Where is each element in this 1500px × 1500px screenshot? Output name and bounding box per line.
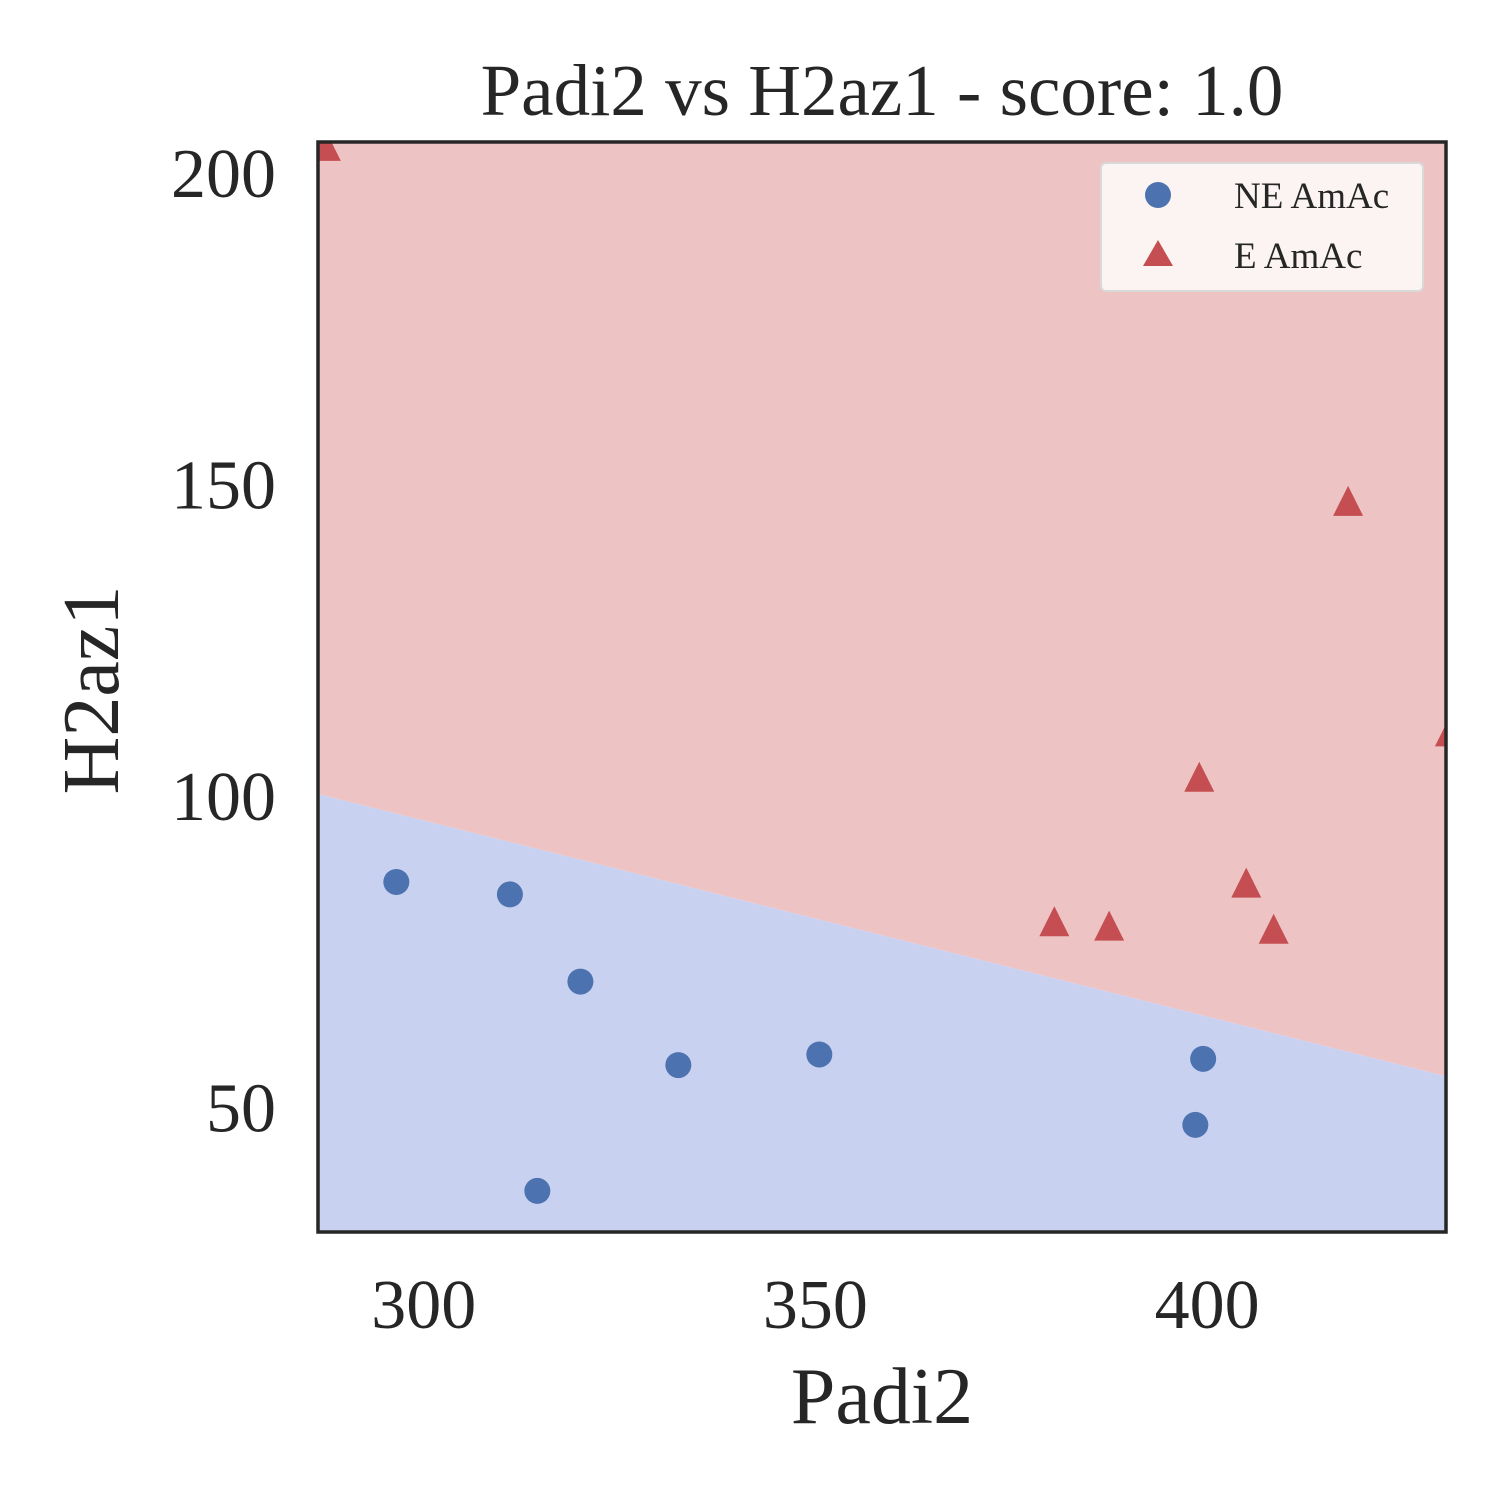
y-tick-label: 200	[171, 136, 276, 213]
legend: NE AmAc E AmAc	[1100, 162, 1424, 292]
e-amac-point-0	[318, 142, 341, 161]
ne-amac-point-3	[665, 1052, 692, 1079]
e-amac-point-6	[1333, 485, 1364, 516]
e-amac-point-7	[1434, 724, 1446, 747]
y-tick-label: 100	[171, 759, 276, 836]
legend-marker-ne-amac	[1145, 182, 1171, 208]
e-amac-point-3	[1184, 761, 1215, 792]
ne-amac-point-5	[1182, 1111, 1209, 1138]
e-amac-point-2	[1094, 910, 1125, 941]
legend-label-e-amac: E AmAc	[1234, 236, 1362, 277]
plot-frame	[316, 140, 1448, 1234]
ne-amac-point-4	[806, 1041, 833, 1068]
e-amac-point-1	[1039, 906, 1070, 937]
legend-box	[1100, 162, 1424, 292]
decision-region-ne-amac	[318, 794, 1446, 1232]
ne-amac-point-1	[496, 881, 523, 908]
x-axis-label: Padi2	[791, 1353, 973, 1441]
ne-amac-point-0	[383, 868, 410, 895]
chart-title: Padi2 vs H2az1 - score: 1.0	[481, 50, 1284, 131]
y-axis-ticks: 50 100 150 200	[171, 136, 276, 1147]
e-amac-point-4	[1231, 867, 1262, 898]
x-tick-label: 350	[763, 1267, 868, 1344]
y-tick-label: 150	[171, 448, 276, 525]
x-axis-ticks: 300 350 400	[371, 1267, 1259, 1344]
ne-amac-point-2	[567, 968, 594, 995]
legend-marker-e-amac	[1143, 240, 1173, 266]
legend-label-ne-amac: NE AmAc	[1234, 176, 1389, 217]
decision-region-e-amac	[318, 142, 1446, 1077]
x-tick-label: 400	[1155, 1267, 1260, 1344]
y-axis-label: H2az1	[48, 586, 136, 795]
e-amac-point-5	[1258, 913, 1289, 944]
ne-amac-point-7	[524, 1177, 551, 1204]
x-tick-label: 300	[371, 1267, 476, 1344]
ne-amac-point-6	[1190, 1045, 1217, 1072]
data-points	[318, 142, 1446, 1204]
y-tick-label: 50	[206, 1070, 276, 1147]
